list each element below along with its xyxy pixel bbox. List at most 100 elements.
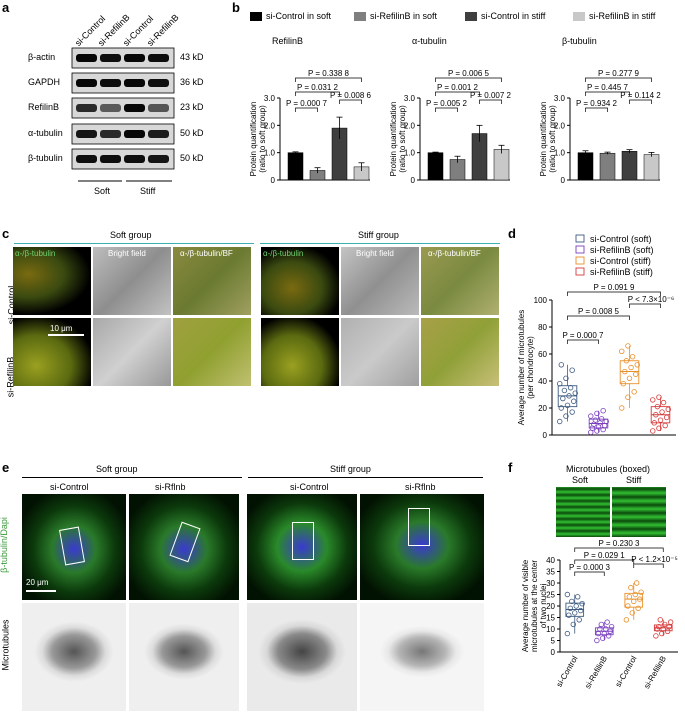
data-point xyxy=(660,399,667,406)
data-point xyxy=(570,621,576,628)
significance-bracket xyxy=(629,99,652,104)
micrograph-fluor xyxy=(261,318,339,386)
significance-bracket xyxy=(567,315,630,320)
microtubule-image xyxy=(247,603,357,711)
data-point xyxy=(633,580,640,586)
band-kd: 43 kD xyxy=(180,52,204,62)
y-tick-label: 40 xyxy=(546,556,555,565)
microtubule-image xyxy=(22,603,126,711)
y-tick-label: 20 xyxy=(538,404,547,413)
band-kd: 23 kD xyxy=(180,102,204,112)
scale-bar xyxy=(48,334,84,336)
channel-label: Bright field xyxy=(108,249,146,258)
y-axis-label: Average number of microtubules xyxy=(517,310,526,425)
p-value-label: P = 0.005 2 xyxy=(426,99,468,108)
col-label: si-Control xyxy=(50,482,89,492)
data-point xyxy=(558,405,564,411)
significance-bracket xyxy=(479,99,502,104)
data-point xyxy=(608,623,615,630)
data-point xyxy=(628,584,634,591)
blot-band xyxy=(124,155,145,163)
p-value-label: P = 0.001 2 xyxy=(437,83,479,92)
bar xyxy=(621,151,638,181)
data-point xyxy=(631,598,637,605)
scale-bar-label: 10 μm xyxy=(50,324,73,333)
y-axis-label: microtubules at the center xyxy=(530,560,539,652)
significance-bracket xyxy=(295,91,340,96)
col-label: si-Rflnb xyxy=(405,482,436,492)
data-point xyxy=(594,637,600,644)
data-point xyxy=(597,626,603,632)
y-tick-label: 3.0 xyxy=(554,94,566,103)
significance-bracket xyxy=(567,291,661,296)
data-point xyxy=(657,417,664,423)
chart-title: RefilinB xyxy=(272,36,303,46)
y-tick-label: 0 xyxy=(543,431,548,440)
legend-swatch xyxy=(575,267,585,276)
data-point xyxy=(605,633,612,639)
p-value-label: P = 0.006 5 xyxy=(448,69,490,78)
data-point xyxy=(574,594,581,600)
boxed-microtubules-stiff xyxy=(612,487,666,537)
group-title-stiff: Stiff group xyxy=(358,230,399,240)
y-tick-label: 100 xyxy=(534,296,548,305)
y-tick-label: 5 xyxy=(551,637,556,646)
data-point xyxy=(572,390,578,396)
data-point xyxy=(564,402,571,408)
band-kd: 50 kD xyxy=(180,153,204,163)
data-point xyxy=(664,628,671,634)
significance-bracket xyxy=(585,107,608,112)
panel-label-f: f xyxy=(508,460,513,475)
significance-bracket xyxy=(633,563,664,568)
micrograph-fluor xyxy=(13,247,91,315)
data-point xyxy=(631,389,637,395)
blot-band xyxy=(100,54,121,62)
p-value-label: P = 0.445 7 xyxy=(587,83,629,92)
significance-bracket xyxy=(435,107,458,112)
data-point xyxy=(557,418,563,425)
data-point xyxy=(629,610,635,616)
group-title-soft: Soft group xyxy=(110,230,152,240)
bar-chart-beta-tubulin: β-tubulin 0 1.0 2.0 3.0 Protein quantificatio… xyxy=(539,36,661,185)
p-value-label: P = 0.934 2 xyxy=(576,99,618,108)
y-tick-label: 0 xyxy=(561,176,566,185)
y-tick-label: 0 xyxy=(411,176,416,185)
y-tick-label: 1.0 xyxy=(264,149,276,158)
y-tick-label: 1.0 xyxy=(554,149,566,158)
data-point xyxy=(560,395,566,402)
legend-swatch xyxy=(573,12,585,21)
significance-bracket xyxy=(574,571,605,576)
p-value-label: P = 0.338 8 xyxy=(308,69,350,78)
data-point xyxy=(625,394,631,400)
blot-band xyxy=(148,79,169,87)
data-point xyxy=(632,591,638,598)
data-point xyxy=(598,621,604,628)
data-point xyxy=(569,598,575,605)
y-tick-label: 60 xyxy=(538,350,547,359)
legend-label: si-RefilinB in stiff xyxy=(589,11,656,21)
y-tick-label: 2.0 xyxy=(554,121,566,130)
data-point xyxy=(564,591,571,598)
col-label: Stiff xyxy=(626,475,642,485)
data-point xyxy=(626,375,633,381)
p-value-label: P = 0.031 2 xyxy=(297,83,339,92)
blot-band xyxy=(124,54,145,62)
group-label-soft: Soft xyxy=(94,186,111,196)
y-tick-label: 3.0 xyxy=(264,94,276,103)
data-point xyxy=(619,405,625,411)
data-point xyxy=(557,380,563,387)
divider xyxy=(22,477,242,478)
panel-label-c: c xyxy=(2,226,10,241)
y-axis-label: (ratio to soft group) xyxy=(258,105,267,173)
roi-box xyxy=(408,508,430,546)
data-point xyxy=(558,362,564,368)
data-point xyxy=(651,420,657,426)
y-tick-label: 20 xyxy=(546,602,555,611)
bar xyxy=(427,152,444,181)
data-point xyxy=(604,619,610,625)
scale-bar xyxy=(26,590,56,592)
bar-chart-refilinb: RefilinB 0 1.0 2.0 3.0 Protein quantification… xyxy=(249,36,372,185)
y-axis-label: (ratio to soft group) xyxy=(398,105,407,173)
p-value-label: P = 0.230 3 xyxy=(599,539,641,548)
significance-bracket xyxy=(435,77,502,82)
